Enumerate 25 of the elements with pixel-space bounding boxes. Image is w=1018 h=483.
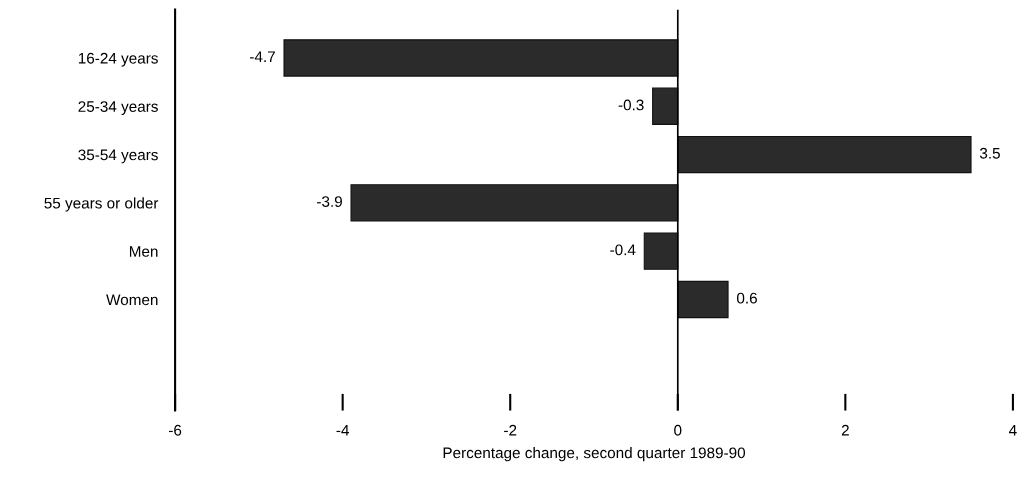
x-tick-label: -2 <box>504 424 517 436</box>
bar <box>643 232 679 270</box>
bar <box>283 39 679 77</box>
y-tick-label: 35-54 years <box>78 149 158 164</box>
y-tick-label: Women <box>106 294 158 306</box>
data-label: -3.9 <box>317 196 342 207</box>
bar <box>677 280 729 319</box>
y-tick-label: 16-24 years <box>78 52 158 67</box>
x-tick-label: 4 <box>1009 425 1017 436</box>
bar <box>652 87 679 125</box>
bar <box>350 184 679 222</box>
data-label: -0.3 <box>618 99 644 111</box>
y-tick-label: 55 years or older <box>44 197 159 212</box>
x-tick-label: 0 <box>674 424 682 436</box>
x-tick-label: 2 <box>841 424 849 436</box>
data-label: -0.4 <box>610 244 636 256</box>
y-tick-label: Men <box>129 246 158 257</box>
data-label: -4.7 <box>250 51 275 62</box>
bar <box>677 135 972 174</box>
y-tick-label: 25-34 years <box>78 101 158 115</box>
x-tick-label: -6 <box>168 424 182 436</box>
x-axis-title: Percentage change, second quarter 1989-90 <box>443 447 746 462</box>
data-label: 3.5 <box>979 147 1000 159</box>
data-label: 0.6 <box>736 292 757 304</box>
x-tick-label: -4 <box>336 425 349 436</box>
